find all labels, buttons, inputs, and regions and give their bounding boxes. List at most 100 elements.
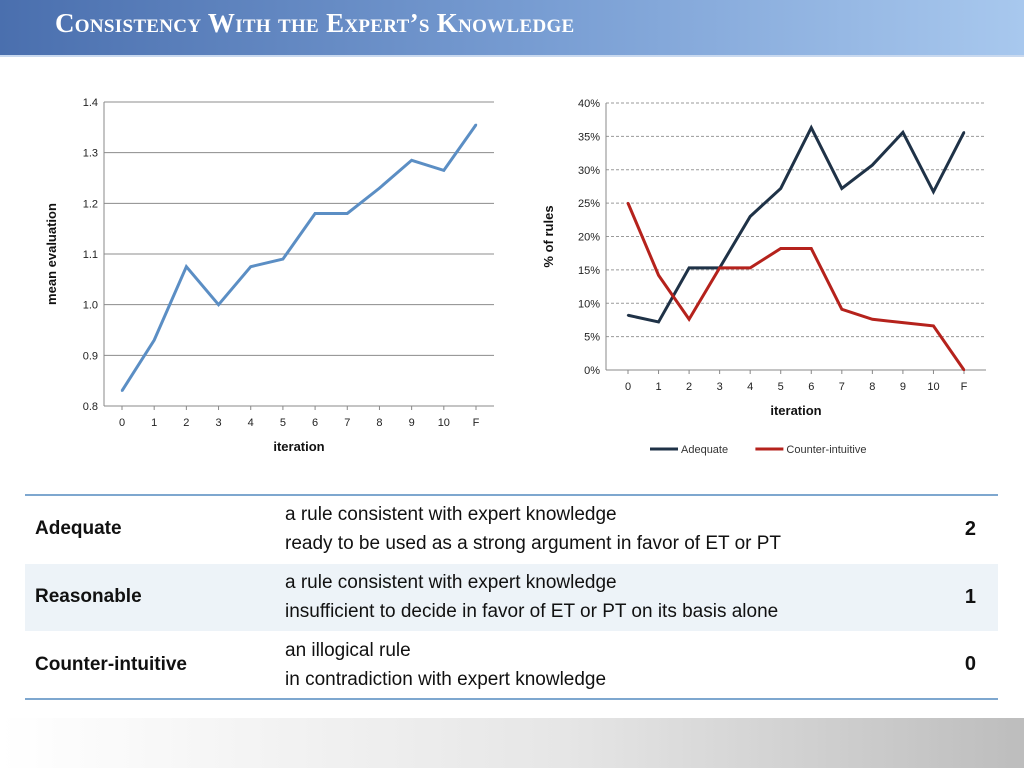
y-tick-label: 0% xyxy=(584,365,600,377)
data-point xyxy=(657,320,660,324)
data-point xyxy=(185,265,188,268)
data-point xyxy=(932,324,935,328)
series-line-0 xyxy=(120,123,478,392)
y-axis-label: mean evaluation xyxy=(44,203,59,305)
x-tick-label: 3 xyxy=(717,381,723,393)
row-description: an illogical rule in contradiction with … xyxy=(265,630,926,699)
data-point xyxy=(901,321,905,324)
y-tick-label: 1.4 xyxy=(83,97,98,109)
data-point xyxy=(442,169,446,172)
x-tick-label: 9 xyxy=(900,381,906,393)
x-tick-label: 2 xyxy=(686,381,692,393)
data-point xyxy=(718,266,721,270)
y-tick-label: 40% xyxy=(578,98,600,110)
x-tick-label: F xyxy=(961,381,968,393)
data-point xyxy=(810,247,813,250)
data-point xyxy=(871,318,874,321)
data-point xyxy=(217,303,220,306)
x-tick-label: 5 xyxy=(778,381,784,393)
x-tick-label: 8 xyxy=(376,417,382,429)
description-line: insufficient to decide in favor of ET or… xyxy=(285,601,779,622)
row-score: 0 xyxy=(926,630,998,699)
x-tick-label: 1 xyxy=(151,417,157,429)
data-point xyxy=(779,187,782,190)
data-point xyxy=(152,338,156,342)
row-name: Counter-intuitive xyxy=(25,630,265,699)
series-line-adequate xyxy=(627,124,966,324)
data-point xyxy=(748,266,752,270)
data-point xyxy=(626,314,630,317)
x-tick-label: 5 xyxy=(280,417,286,429)
y-tick-label: 5% xyxy=(584,332,600,344)
table-row-counter-intuitive: Counter-intuitive an illogical rule in c… xyxy=(25,630,998,699)
x-axis-label: iteration xyxy=(770,403,821,418)
data-point xyxy=(281,257,285,261)
data-point xyxy=(687,318,691,321)
y-tick-label: 0.9 xyxy=(83,350,98,362)
data-point xyxy=(410,159,413,162)
data-point xyxy=(346,212,349,215)
x-tick-label: 9 xyxy=(409,417,415,429)
data-point xyxy=(840,308,844,311)
y-tick-label: 20% xyxy=(578,232,600,244)
data-point xyxy=(840,187,844,190)
y-tick-label: 25% xyxy=(578,198,600,210)
data-point xyxy=(687,266,691,270)
y-tick-label: 1.0 xyxy=(83,300,98,312)
slide-title: Consistency With the Expert’s Knowledge xyxy=(55,8,575,38)
data-point xyxy=(962,368,966,372)
description-line: ready to be used as a strong argument in… xyxy=(285,533,782,555)
description-line: an illogical rule xyxy=(285,639,411,661)
x-tick-label: 4 xyxy=(248,417,254,429)
y-tick-label: 35% xyxy=(578,131,600,143)
data-point xyxy=(626,201,630,205)
y-tick-label: 30% xyxy=(578,165,600,177)
y-tick-label: 1.3 xyxy=(83,148,98,160)
x-tick-label: 6 xyxy=(312,417,318,429)
x-tick-label: 4 xyxy=(747,381,753,393)
data-point xyxy=(313,212,317,215)
data-point xyxy=(810,126,813,129)
row-description: a rule consistent with expert knowledge … xyxy=(265,495,926,563)
data-point xyxy=(249,265,252,268)
legend-entry: Counter-intuitive xyxy=(786,444,866,456)
x-tick-label: 10 xyxy=(927,381,939,393)
row-name: Adequate xyxy=(35,518,122,540)
description-line: in contradiction with expert knowledge xyxy=(285,668,607,690)
description-line: a rule consistent with expert knowledge xyxy=(285,504,617,526)
x-tick-label: F xyxy=(473,417,480,429)
series-line-counter-intuitive xyxy=(626,202,966,371)
x-tick-label: 7 xyxy=(344,417,350,429)
data-point xyxy=(871,163,874,167)
data-point xyxy=(932,190,935,193)
evaluation-scale-table: Adequate a rule consistent with expert k… xyxy=(25,494,998,700)
data-point xyxy=(901,131,905,134)
y-tick-label: 10% xyxy=(578,298,600,310)
data-point xyxy=(962,131,966,134)
description-line: a rule consistent with expert knowledge xyxy=(285,572,617,593)
row-description: a rule consistent with expert knowledge … xyxy=(265,562,926,631)
y-tick-label: 1.2 xyxy=(83,198,98,210)
y-tick-label: 0.8 xyxy=(83,401,98,413)
y-axis-label: % of rules xyxy=(541,205,556,267)
x-tick-label: 8 xyxy=(869,381,875,393)
x-tick-label: 3 xyxy=(215,417,221,429)
row-score: 2 xyxy=(964,517,976,540)
x-tick-label: 1 xyxy=(655,381,661,393)
x-axis-label: iteration xyxy=(273,439,324,454)
x-tick-label: 2 xyxy=(183,417,189,429)
table-row-reasonable: Reasonable a rule consistent with expert… xyxy=(25,562,998,631)
x-tick-label: 0 xyxy=(625,381,631,393)
data-point xyxy=(748,215,752,218)
data-point xyxy=(120,389,124,392)
legend-entry: Adequate xyxy=(681,444,728,456)
x-tick-label: 7 xyxy=(839,381,845,393)
x-tick-label: 6 xyxy=(808,381,814,393)
y-tick-label: 15% xyxy=(578,265,600,277)
title-bar: Consistency With the Expert’s Knowledge xyxy=(0,0,1024,57)
data-point xyxy=(657,274,660,277)
row-score: 1 xyxy=(926,562,998,631)
table-row-adequate: Adequate a rule consistent with expert k… xyxy=(25,495,998,563)
